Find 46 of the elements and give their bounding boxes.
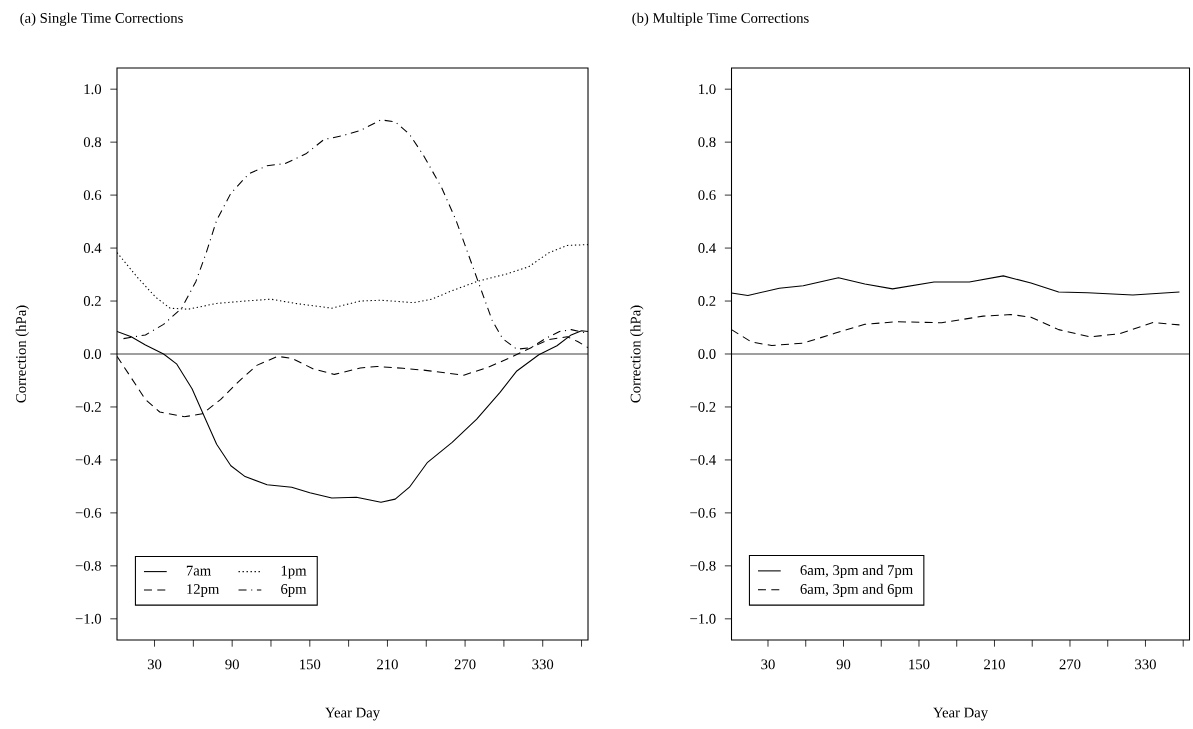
legend-label: 1pm <box>281 565 307 579</box>
x-tick-label: 330 <box>532 659 554 670</box>
y-tick-label: −1.0 <box>75 613 102 624</box>
y-tick-label: −0.8 <box>75 560 102 571</box>
x-tick-label: 30 <box>147 659 162 670</box>
y-tick-label: 0.6 <box>83 190 102 201</box>
y-tick-label: −1.0 <box>690 613 716 624</box>
y-tick-label: 0.2 <box>698 296 716 307</box>
x-tick-label: 90 <box>225 659 239 670</box>
y-tick-label: −0.8 <box>690 560 716 571</box>
y-tick-label: 0.8 <box>698 137 716 148</box>
x-tick-label: 90 <box>836 659 851 670</box>
x-tick-label: 210 <box>377 659 398 670</box>
x-tick-label: 270 <box>1059 659 1081 670</box>
y-axis-title: Correction (hPa) <box>15 305 29 403</box>
legend-label: 6am, 3pm and 6pm <box>800 583 913 597</box>
x-tick-label: 330 <box>1135 659 1156 670</box>
legend-label: 7am <box>186 565 211 576</box>
x-tick-label: 30 <box>761 659 775 670</box>
x-tick-label: 150 <box>300 659 321 670</box>
x-axis-title: Year Day <box>325 707 380 721</box>
y-tick-label: −0.6 <box>690 507 716 518</box>
y-tick-label: 0.4 <box>698 243 716 254</box>
x-axis-title: Year Day <box>933 707 988 721</box>
y-tick-label: −0.2 <box>690 401 716 412</box>
x-tick-label: 270 <box>454 659 476 670</box>
chart-title: (b) Multiple Time Corrections <box>632 12 809 26</box>
y-tick-label: 0.6 <box>698 190 716 201</box>
y-tick-label: 0.0 <box>698 349 716 359</box>
y-tick-label: 0.2 <box>83 296 101 307</box>
y-tick-label: 0.4 <box>83 243 102 254</box>
y-tick-label: 0.8 <box>83 137 102 148</box>
legend-label: 6pm <box>281 584 307 597</box>
y-tick-label: 1.0 <box>699 84 716 95</box>
y-tick-label: −0.4 <box>690 454 716 465</box>
chart-title: (a) Single Time Corrections <box>20 12 183 26</box>
x-tick-label: 210 <box>984 659 1005 670</box>
y-tick-label: 0.0 <box>83 349 102 359</box>
x-tick-label: 150 <box>909 659 930 670</box>
legend-label: 6am, 3pm and 7pm <box>800 564 913 579</box>
y-tick-label: −0.2 <box>75 401 101 412</box>
legend-label: 12pm <box>187 584 220 597</box>
y-axis-title: Correction (hPa) <box>630 305 644 403</box>
y-tick-label: 1.0 <box>84 84 102 95</box>
y-tick-label: −0.4 <box>75 454 102 465</box>
y-tick-label: −0.6 <box>75 507 102 518</box>
